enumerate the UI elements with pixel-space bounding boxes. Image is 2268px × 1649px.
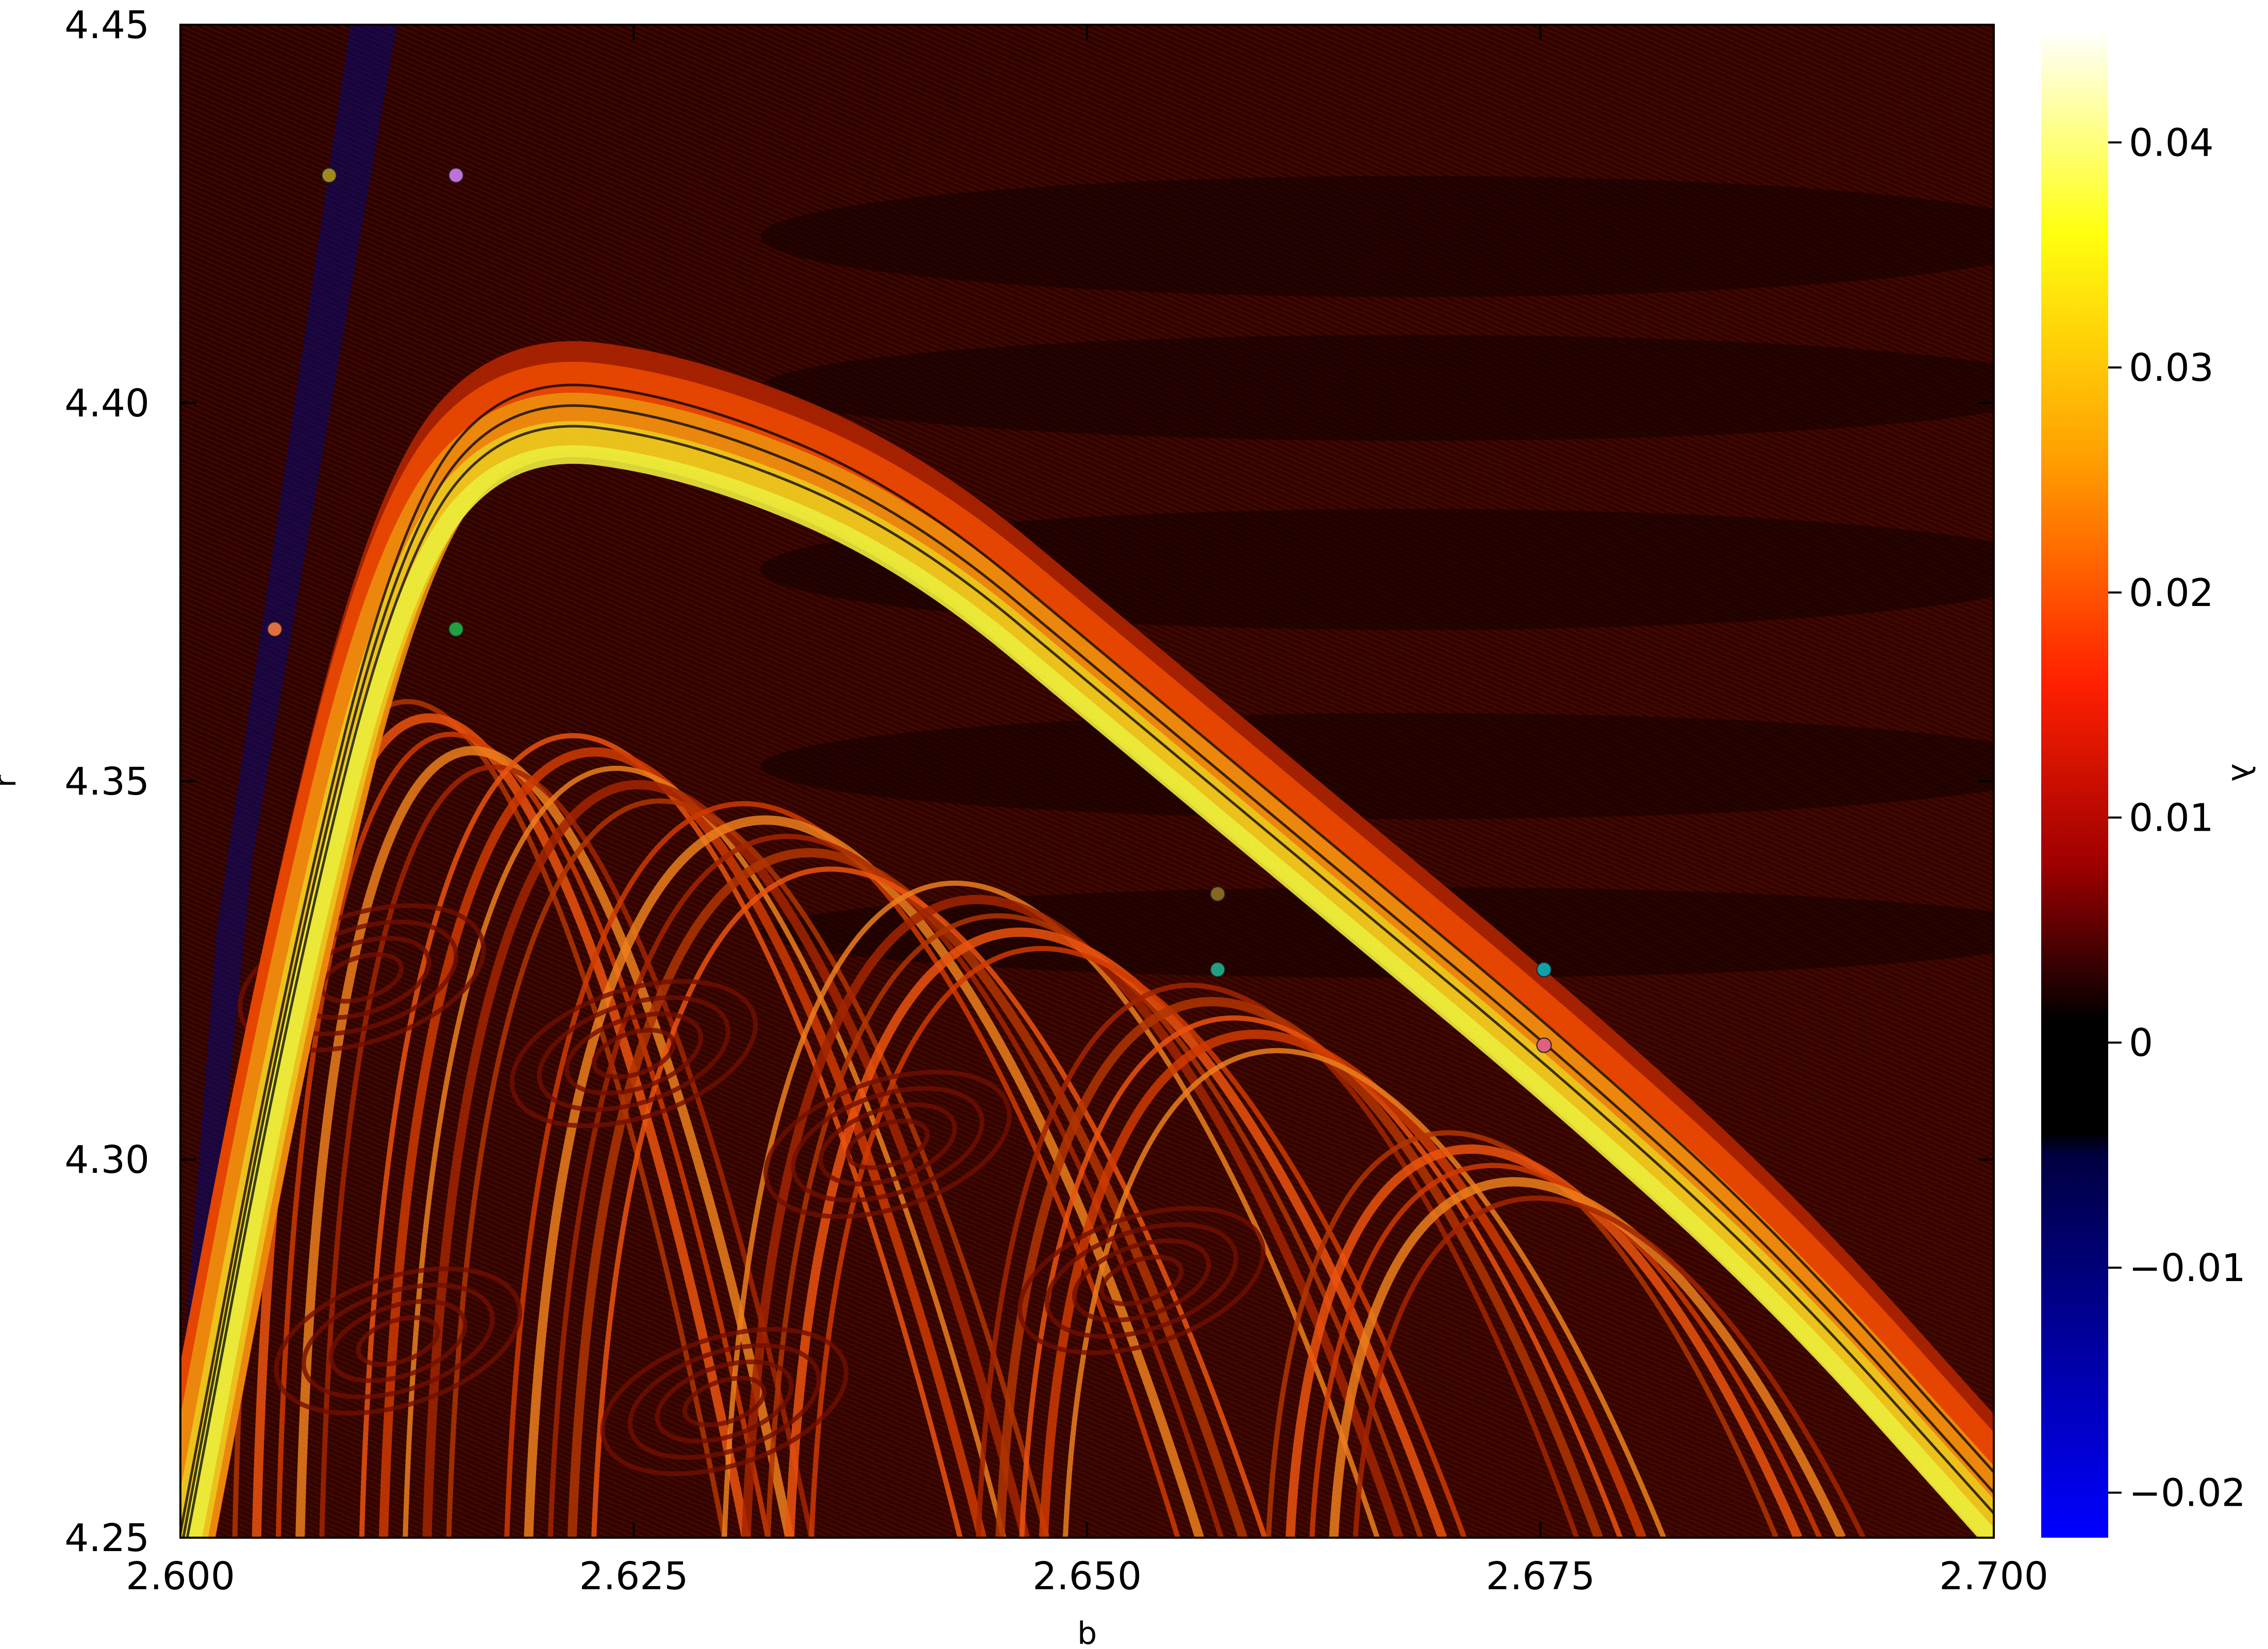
colorbar-tick-label: −0.01 <box>2129 1246 2246 1290</box>
heatmap-plot-area <box>180 25 1994 1538</box>
x-tick-label: 2.675 <box>1486 1554 1595 1598</box>
colorbar-gradient <box>2041 30 2108 1538</box>
colorbar-tick-label: 0 <box>2129 1021 2153 1065</box>
x-tick-label: 2.625 <box>579 1554 689 1598</box>
colorbar: −0.02 −0.01 0 0.01 0.02 0.03 0.04 <box>2041 30 2246 1538</box>
marker-point <box>448 167 464 183</box>
y-tick-label: 4.40 <box>64 381 149 426</box>
x-tick-label: 2.650 <box>1032 1554 1142 1598</box>
marker-point <box>1536 962 1552 978</box>
marker-point <box>1210 962 1226 978</box>
marker-point <box>1536 1037 1552 1053</box>
marker-point <box>266 621 282 637</box>
marker-point <box>448 621 464 637</box>
y-tick-label: 4.30 <box>64 1138 149 1182</box>
colorbar-label: λ <box>2224 763 2260 782</box>
y-tick-label: 4.35 <box>64 760 149 804</box>
x-tick-label: 2.600 <box>126 1554 235 1598</box>
y-axis: 4.25 4.30 4.35 4.40 4.45 <box>64 3 1994 1560</box>
colorbar-tick-label: 0.01 <box>2129 796 2214 840</box>
x-tick-label: 2.700 <box>1939 1554 2048 1598</box>
heatmap-grain <box>180 25 1994 1538</box>
y-tick-label: 4.45 <box>64 3 149 47</box>
marker-point <box>321 167 337 183</box>
x-axis-label: b <box>1077 1616 1097 1649</box>
colorbar-tick-label: −0.02 <box>2129 1471 2246 1516</box>
y-axis-label: r <box>0 775 23 787</box>
markers-layer <box>266 167 1552 1053</box>
colorbar-ticks: −0.02 −0.01 0 0.01 0.02 0.03 0.04 <box>2108 121 2246 1516</box>
colorbar-tick-label: 0.02 <box>2129 571 2214 615</box>
y-tick-label: 4.25 <box>64 1516 149 1560</box>
colorbar-tick-label: 0.04 <box>2129 121 2214 165</box>
marker-point <box>1210 886 1226 902</box>
colorbar-tick-label: 0.03 <box>2129 346 2214 390</box>
x-axis: 2.600 2.625 2.650 2.675 2.700 <box>126 25 2048 1598</box>
